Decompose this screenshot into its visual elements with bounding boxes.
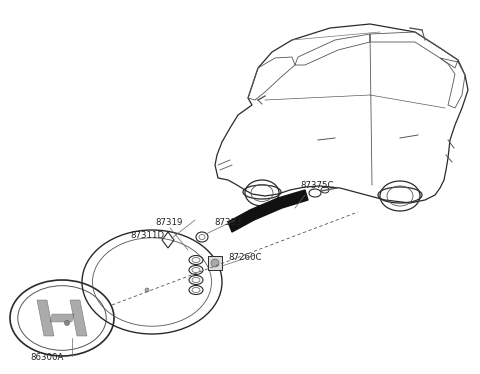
Circle shape <box>145 288 149 292</box>
Text: 87393: 87393 <box>214 218 241 227</box>
Text: 87311D: 87311D <box>130 230 164 239</box>
Circle shape <box>211 259 219 267</box>
FancyBboxPatch shape <box>208 256 222 270</box>
Polygon shape <box>37 300 54 336</box>
Polygon shape <box>50 314 74 322</box>
Polygon shape <box>70 300 87 336</box>
Text: 86300A: 86300A <box>30 353 63 362</box>
Polygon shape <box>228 190 308 232</box>
Text: 87319: 87319 <box>155 218 182 227</box>
Text: 87375C: 87375C <box>300 181 334 190</box>
Circle shape <box>64 321 70 325</box>
Text: 87260C: 87260C <box>228 254 262 263</box>
